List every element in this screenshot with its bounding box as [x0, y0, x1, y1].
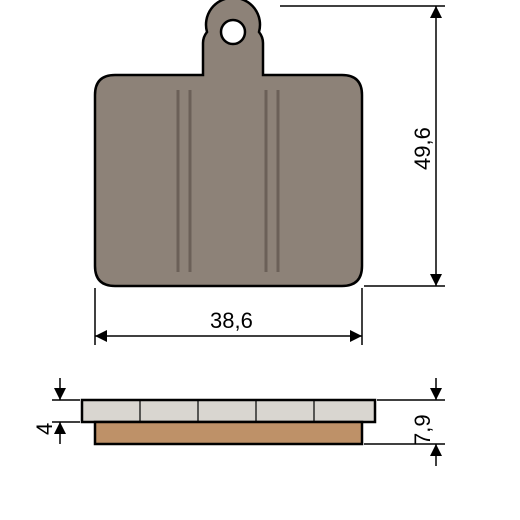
side-view — [82, 400, 375, 444]
dim-thickness-label: 7,9 — [410, 414, 435, 445]
dim-plate-thickness: 4 — [32, 378, 80, 444]
dim-height-label: 49,6 — [410, 127, 435, 170]
dim-plate-label: 4 — [32, 423, 57, 435]
dim-width: 38,6 — [95, 288, 362, 345]
dim-width-label: 38,6 — [210, 308, 253, 333]
friction-material — [95, 422, 362, 444]
front-view — [95, 0, 362, 286]
technical-drawing: 38,6 49,6 4 7,9 — [0, 0, 520, 520]
backing-plate — [82, 400, 375, 422]
tab-hole — [221, 20, 245, 44]
